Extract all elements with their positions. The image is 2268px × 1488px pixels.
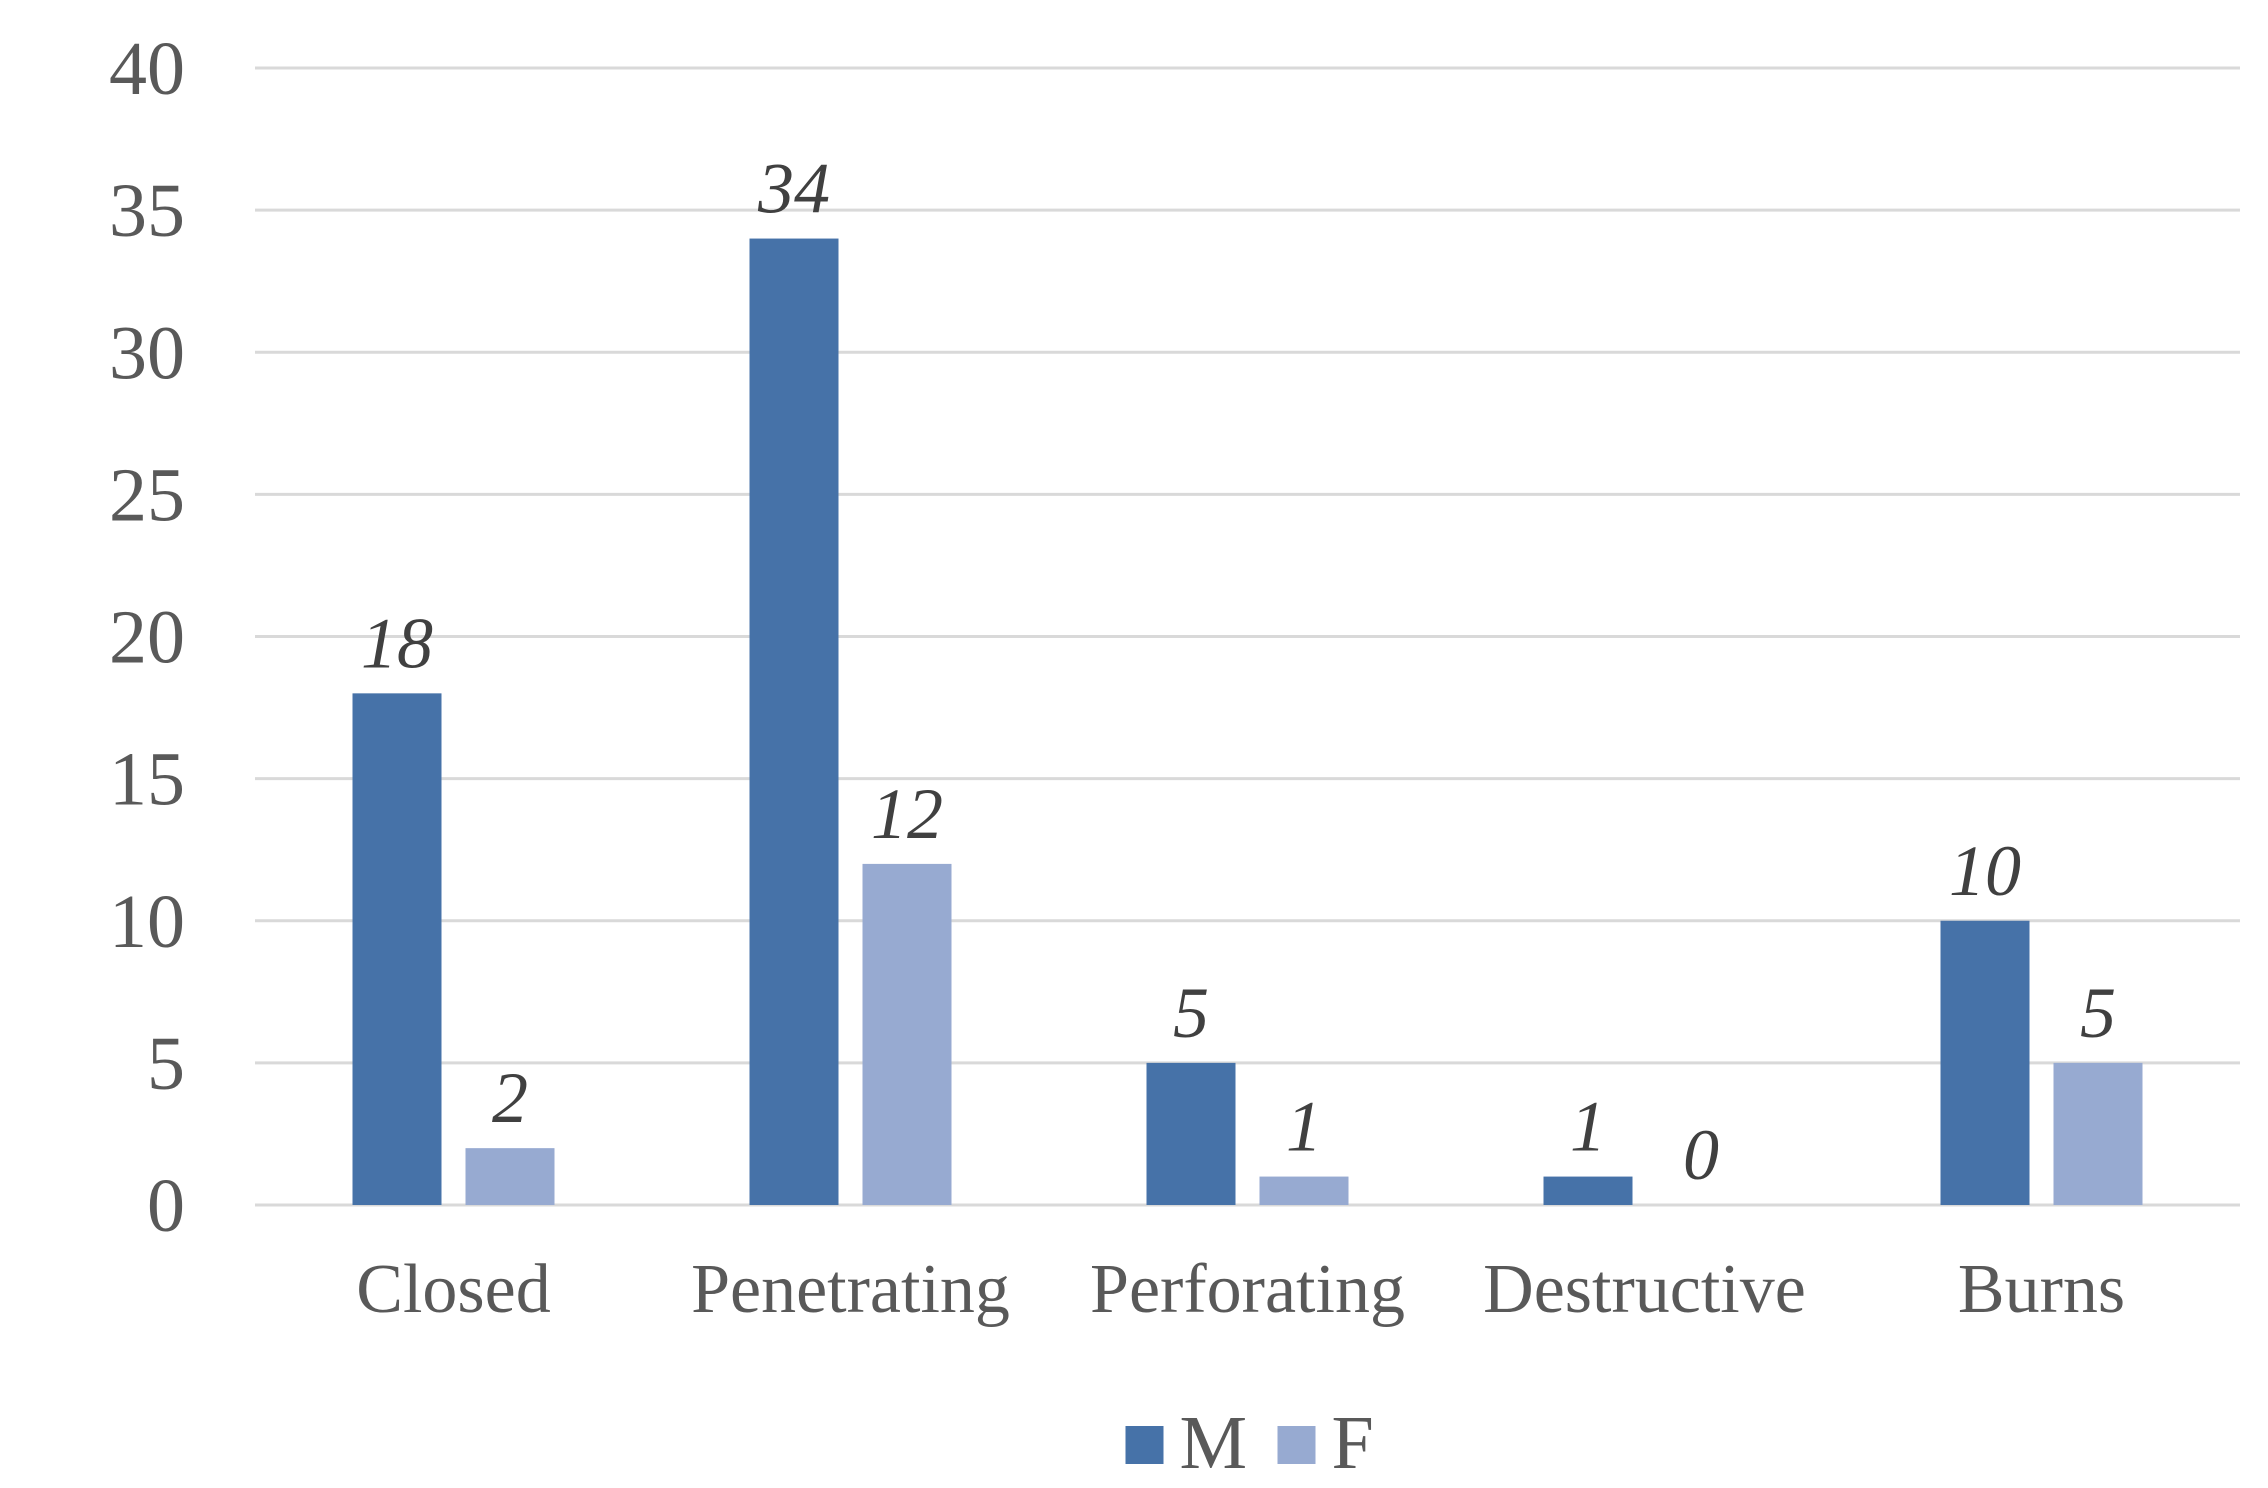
y-axis-ticks: 0 5 10 15 20 25 30 35 40: [109, 27, 185, 1248]
legend-swatch-f: [1277, 1426, 1316, 1464]
legend-swatch-m: [1125, 1426, 1164, 1464]
y-tick-label: 35: [109, 169, 185, 253]
y-tick-label: 15: [109, 738, 185, 822]
data-label: 2: [492, 1058, 528, 1138]
data-label: 34: [757, 149, 830, 229]
x-category-label: Perforating: [1090, 1251, 1405, 1328]
bar-f-penetrating: [862, 863, 952, 1205]
x-axis-categories: Closed Penetrating Perforating Destructive B…: [356, 1251, 2125, 1328]
x-category-label: Destructive: [1483, 1251, 1806, 1328]
bar-f-perforating: [1259, 1176, 1349, 1205]
data-label: 5: [1173, 973, 1209, 1053]
data-label: 10: [1949, 831, 2021, 911]
y-tick-label: 0: [147, 1164, 185, 1248]
x-category-label: Burns: [1958, 1251, 2125, 1328]
legend-label-m: M: [1180, 1401, 1248, 1483]
bar-m-burns: [1940, 920, 2030, 1205]
data-label: 18: [361, 603, 433, 683]
bar-f-closed: [465, 1148, 555, 1205]
data-label: 5: [2080, 973, 2116, 1053]
y-tick-label: 25: [109, 453, 185, 537]
bars: [352, 238, 2143, 1206]
y-tick-label: 5: [147, 1022, 185, 1106]
bar-m-closed: [352, 693, 442, 1205]
data-label: 1: [1286, 1087, 1322, 1167]
data-label: 0: [1683, 1115, 1719, 1195]
x-category-label: Penetrating: [691, 1251, 1010, 1328]
bar-m-penetrating: [749, 238, 839, 1206]
y-tick-label: 40: [109, 27, 185, 111]
y-tick-label: 10: [109, 880, 185, 964]
data-label: 1: [1570, 1087, 1606, 1167]
bar-m-perforating: [1146, 1062, 1236, 1205]
y-tick-label: 30: [109, 311, 185, 395]
x-category-label: Closed: [356, 1251, 550, 1328]
gridlines: [255, 66, 2240, 1207]
bar-m-destructive: [1543, 1176, 1633, 1205]
data-label: 12: [871, 774, 943, 854]
legend-label-f: F: [1332, 1401, 1374, 1483]
y-tick-label: 20: [109, 596, 185, 680]
bar-f-burns: [2053, 1062, 2143, 1205]
